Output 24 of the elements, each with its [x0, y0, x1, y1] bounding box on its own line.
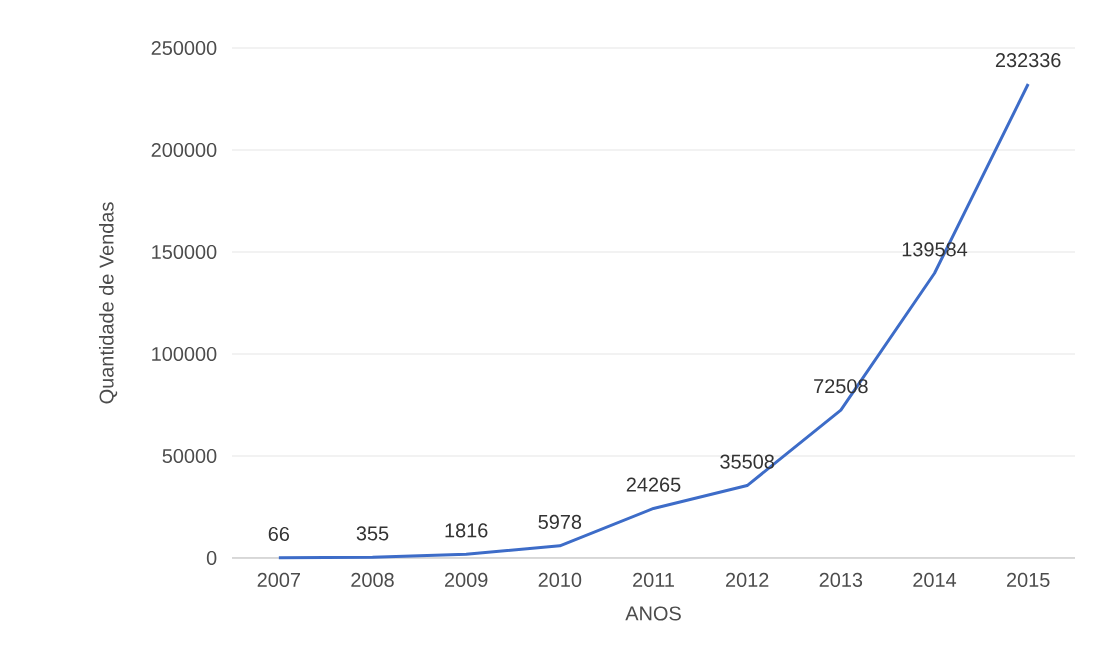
x-tick-label: 2011 [633, 572, 674, 587]
data-label: 355 [356, 526, 389, 541]
x-axis-title: ANOS [625, 606, 681, 621]
data-label: 35508 [720, 454, 774, 469]
y-tick-label: 250000 [151, 40, 217, 56]
x-tick-label: 2012 [726, 572, 769, 587]
x-tick-label: 2010 [538, 572, 582, 587]
x-tick-label: 2007 [257, 572, 300, 587]
data-label: 1816 [445, 523, 488, 538]
y-tick-label: 100000 [152, 346, 217, 362]
data-label: 24265 [626, 477, 681, 492]
y-tick-label: 200000 [151, 142, 217, 158]
x-tick-label: 2014 [913, 572, 957, 587]
y-tick-label: 150000 [152, 244, 217, 260]
y-axis-title: Quantidade de Vendas [98, 202, 118, 404]
data-label: 66 [268, 526, 290, 541]
x-tick-label: 2008 [351, 572, 394, 587]
x-tick-label: 2015 [1007, 572, 1050, 587]
y-tick-label: 0 [206, 550, 217, 566]
y-tick-label: 50000 [162, 448, 217, 464]
data-label: 232336 [995, 53, 1061, 68]
data-label: 5978 [538, 514, 582, 529]
x-tick-label: 2009 [445, 572, 488, 587]
x-tick-label: 2013 [819, 572, 863, 587]
